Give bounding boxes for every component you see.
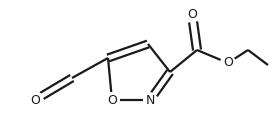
Text: N: N (145, 93, 155, 106)
Text: O: O (30, 93, 40, 106)
Text: O: O (107, 93, 117, 106)
Text: O: O (223, 56, 233, 70)
Text: O: O (187, 8, 197, 21)
